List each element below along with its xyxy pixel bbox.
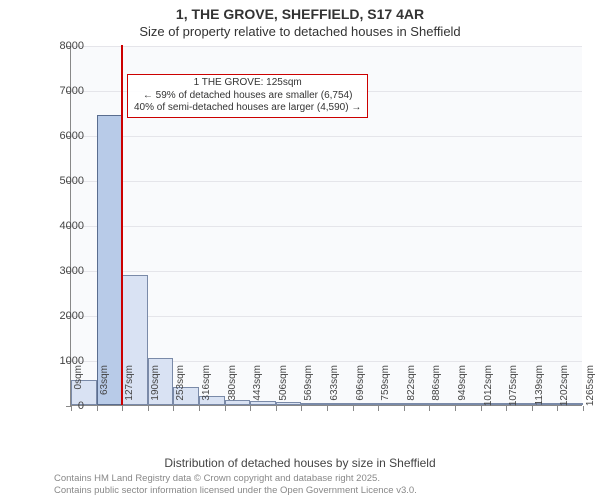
histogram-bar [97, 115, 123, 405]
x-tick-label: 633sqm [329, 365, 340, 409]
y-tick-label: 0 [44, 400, 84, 412]
x-tick-mark [148, 406, 149, 411]
x-tick-label: 253sqm [175, 365, 186, 409]
x-tick-label: 127sqm [124, 365, 135, 409]
x-tick-label: 1139sqm [534, 365, 545, 409]
y-tick-label: 8000 [44, 40, 84, 52]
x-tick-mark [583, 406, 584, 411]
gridline [71, 136, 582, 137]
gridline [71, 271, 582, 272]
chart-container: 1, THE GROVE, SHEFFIELD, S17 4AR Size of… [0, 0, 600, 500]
footer-line1: Contains HM Land Registry data © Crown c… [54, 473, 417, 485]
y-tick-label: 4000 [44, 220, 84, 232]
x-tick-label: 886sqm [431, 365, 442, 409]
x-tick-label: 1202sqm [559, 365, 570, 409]
x-tick-label: 822sqm [406, 365, 417, 409]
y-tick-label: 3000 [44, 265, 84, 277]
x-tick-label: 1012sqm [483, 365, 494, 409]
plot-area: 1 THE GROVE: 125sqm ← 59% of detached ho… [70, 46, 582, 406]
x-tick-label: 949sqm [457, 365, 468, 409]
x-tick-mark [481, 406, 482, 411]
x-tick-label: 63sqm [99, 365, 110, 409]
chart-title: 1, THE GROVE, SHEFFIELD, S17 4AR [0, 6, 600, 22]
gridline [71, 181, 582, 182]
x-tick-label: 1265sqm [585, 365, 596, 409]
x-tick-mark [225, 406, 226, 411]
x-tick-mark [199, 406, 200, 411]
x-tick-label: 443sqm [252, 365, 263, 409]
x-tick-mark [327, 406, 328, 411]
chart-subtitle: Size of property relative to detached ho… [0, 24, 600, 39]
y-tick-label: 7000 [44, 85, 84, 97]
x-tick-label: 506sqm [278, 365, 289, 409]
x-tick-label: 190sqm [150, 365, 161, 409]
x-tick-mark [353, 406, 354, 411]
annotation-title: 1 THE GROVE: 125sqm [134, 77, 361, 90]
annotation-box: 1 THE GROVE: 125sqm ← 59% of detached ho… [127, 74, 368, 118]
x-tick-label: 380sqm [227, 365, 238, 409]
x-tick-label: 759sqm [380, 365, 391, 409]
x-tick-mark [276, 406, 277, 411]
x-tick-label: 569sqm [303, 365, 314, 409]
y-tick-label: 2000 [44, 310, 84, 322]
annotation-line1: ← 59% of detached houses are smaller (6,… [134, 90, 361, 103]
x-tick-label: 696sqm [355, 365, 366, 409]
footer-attribution: Contains HM Land Registry data © Crown c… [54, 473, 417, 497]
gridline [71, 46, 582, 47]
y-tick-label: 6000 [44, 130, 84, 142]
annotation-line2: 40% of semi-detached houses are larger (… [134, 102, 361, 115]
x-tick-label: 316sqm [201, 365, 212, 409]
property-marker-line [121, 45, 123, 405]
x-tick-mark [532, 406, 533, 411]
x-tick-mark [97, 406, 98, 411]
x-tick-mark [404, 406, 405, 411]
gridline [71, 226, 582, 227]
y-tick-label: 1000 [44, 355, 84, 367]
x-tick-label: 1075sqm [508, 365, 519, 409]
x-axis-label: Distribution of detached houses by size … [0, 456, 600, 470]
y-tick-label: 5000 [44, 175, 84, 187]
footer-line2: Contains public sector information licen… [54, 485, 417, 497]
x-tick-mark [455, 406, 456, 411]
